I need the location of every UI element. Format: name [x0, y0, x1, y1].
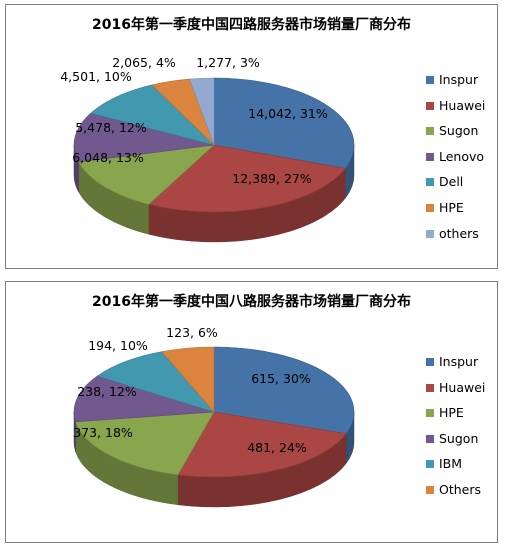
data-label-ibm: 194, 10% [88, 338, 148, 353]
pie-slice-hpe [75, 411, 215, 476]
legend-swatch [426, 178, 434, 187]
legend-swatch [426, 383, 434, 392]
legend-label: Inspur [439, 72, 479, 87]
chart-panel-8-way: 2016年第一季度中国八路服务器市场销量厂商分布 615, 30% 481, 24… [5, 281, 498, 543]
pie-slice-huawei [148, 144, 346, 213]
legend-label: Inspur [439, 354, 479, 369]
legend-label: Huawei [439, 97, 486, 113]
legend-swatch [426, 204, 434, 212]
data-label-sugon: 238, 12% [77, 384, 137, 399]
legend-swatch [426, 152, 434, 161]
legend-label: Others [439, 482, 482, 497]
pie-slice-sugon [73, 375, 215, 423]
data-label-inspur: 14,042, 31% [248, 106, 328, 121]
pie-chart-4-way: 14,042, 31% 12,389, 27% 6,048, 13% 5,478, 1… [60, 55, 355, 243]
legend-swatch [426, 434, 434, 443]
legend-swatch [426, 409, 434, 418]
pie-slice-others [161, 346, 215, 413]
pie-side-walls [73, 144, 355, 243]
pie-slice-inspur [213, 77, 355, 169]
chart-panel-4-way: 2016年第一季度中国四路服务器市场销量厂商分布 14,042, 31% 12,3… [5, 4, 498, 269]
legend-swatch [426, 460, 434, 469]
pie-slice-ibm [96, 351, 215, 413]
data-label-others: 1,277, 3% [196, 55, 260, 70]
chart-title: 2016年第一季度中国八路服务器市场销量厂商分布 [92, 294, 411, 310]
data-label-lenovo: 5,478, 12% [75, 120, 147, 135]
data-label-hpe: 373, 18% [73, 425, 133, 440]
pie-slice-lenovo [73, 112, 215, 163]
legend-label: others [439, 225, 479, 241]
pie-chart-8-way: 615, 30% 481, 24% 373, 18% 238, 12% 194, 10%… [73, 325, 355, 508]
legend-label: Dell [439, 174, 464, 190]
pie-slice-dell [90, 84, 216, 146]
data-label-hpe: 2,065, 4% [112, 55, 176, 70]
legend-label: Huawei [439, 379, 486, 395]
chart-title: 2016年第一季度中国四路服务器市场销量厂商分布 [92, 17, 411, 33]
pie-slice-others [189, 77, 215, 146]
legend-label: Sugon [439, 430, 479, 446]
data-label-huawei: 481, 24% [247, 440, 307, 455]
data-label-dell: 4,501, 10% [60, 69, 132, 84]
legend-swatch [426, 229, 434, 238]
legend-swatch [426, 101, 434, 110]
legend-label: HPE [439, 405, 464, 421]
legend-label: HPE [439, 200, 464, 215]
pie-slice-inspur [213, 346, 355, 434]
data-label-inspur: 615, 30% [251, 371, 311, 386]
data-label-others: 123, 6% [166, 325, 218, 340]
pie-slice-huawei [177, 411, 347, 478]
data-label-sugon: 6,048, 13% [72, 150, 144, 165]
legend-label: IBM [439, 456, 463, 472]
data-label-huawei: 12,389, 27% [232, 171, 312, 186]
legend-label: Lenovo [439, 148, 485, 164]
legend-swatch [426, 486, 434, 494]
legend-label: Sugon [439, 123, 479, 139]
pie-slice-sugon [78, 144, 215, 205]
legend-swatch [426, 358, 434, 366]
legend-swatch [426, 127, 434, 136]
legend-swatch [426, 76, 434, 84]
